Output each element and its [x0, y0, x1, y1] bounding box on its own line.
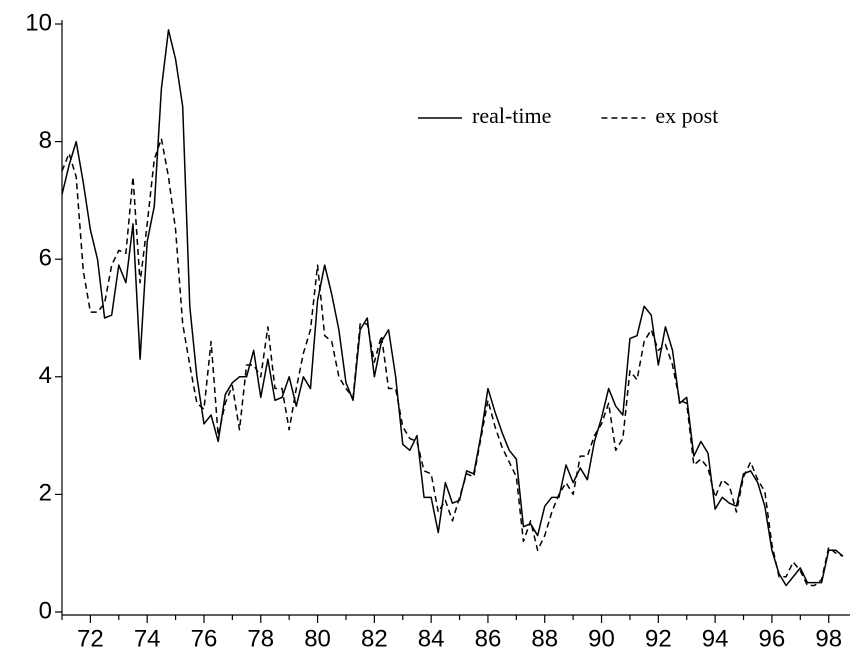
y-tick-label: 6	[39, 245, 52, 272]
y-tick-label: 2	[39, 480, 52, 507]
x-tick-label: 96	[759, 625, 786, 652]
y-tick-label: 10	[25, 9, 52, 36]
x-tick-label: 84	[418, 625, 445, 652]
y-tick-label: 0	[39, 597, 52, 624]
legend-label: ex post	[655, 103, 718, 128]
x-tick-label: 72	[77, 625, 104, 652]
x-tick-label: 94	[702, 625, 729, 652]
x-tick-label: 82	[361, 625, 388, 652]
line-series	[61, 137, 844, 587]
x-tick-label: 78	[247, 625, 274, 652]
x-tick-label: 80	[304, 625, 331, 652]
x-tick-label: 76	[191, 625, 218, 652]
legend-label: real-time	[472, 103, 551, 128]
y-tick-label: 4	[39, 362, 52, 389]
x-tick-label: 74	[134, 625, 161, 652]
x-tick-label: 90	[588, 625, 615, 652]
x-tick-label: 86	[475, 625, 502, 652]
y-tick-label: 8	[39, 127, 52, 154]
line-series	[61, 29, 844, 587]
x-tick-label: 88	[531, 625, 558, 652]
x-tick-label: 98	[815, 625, 842, 652]
x-tick-label: 92	[645, 625, 672, 652]
